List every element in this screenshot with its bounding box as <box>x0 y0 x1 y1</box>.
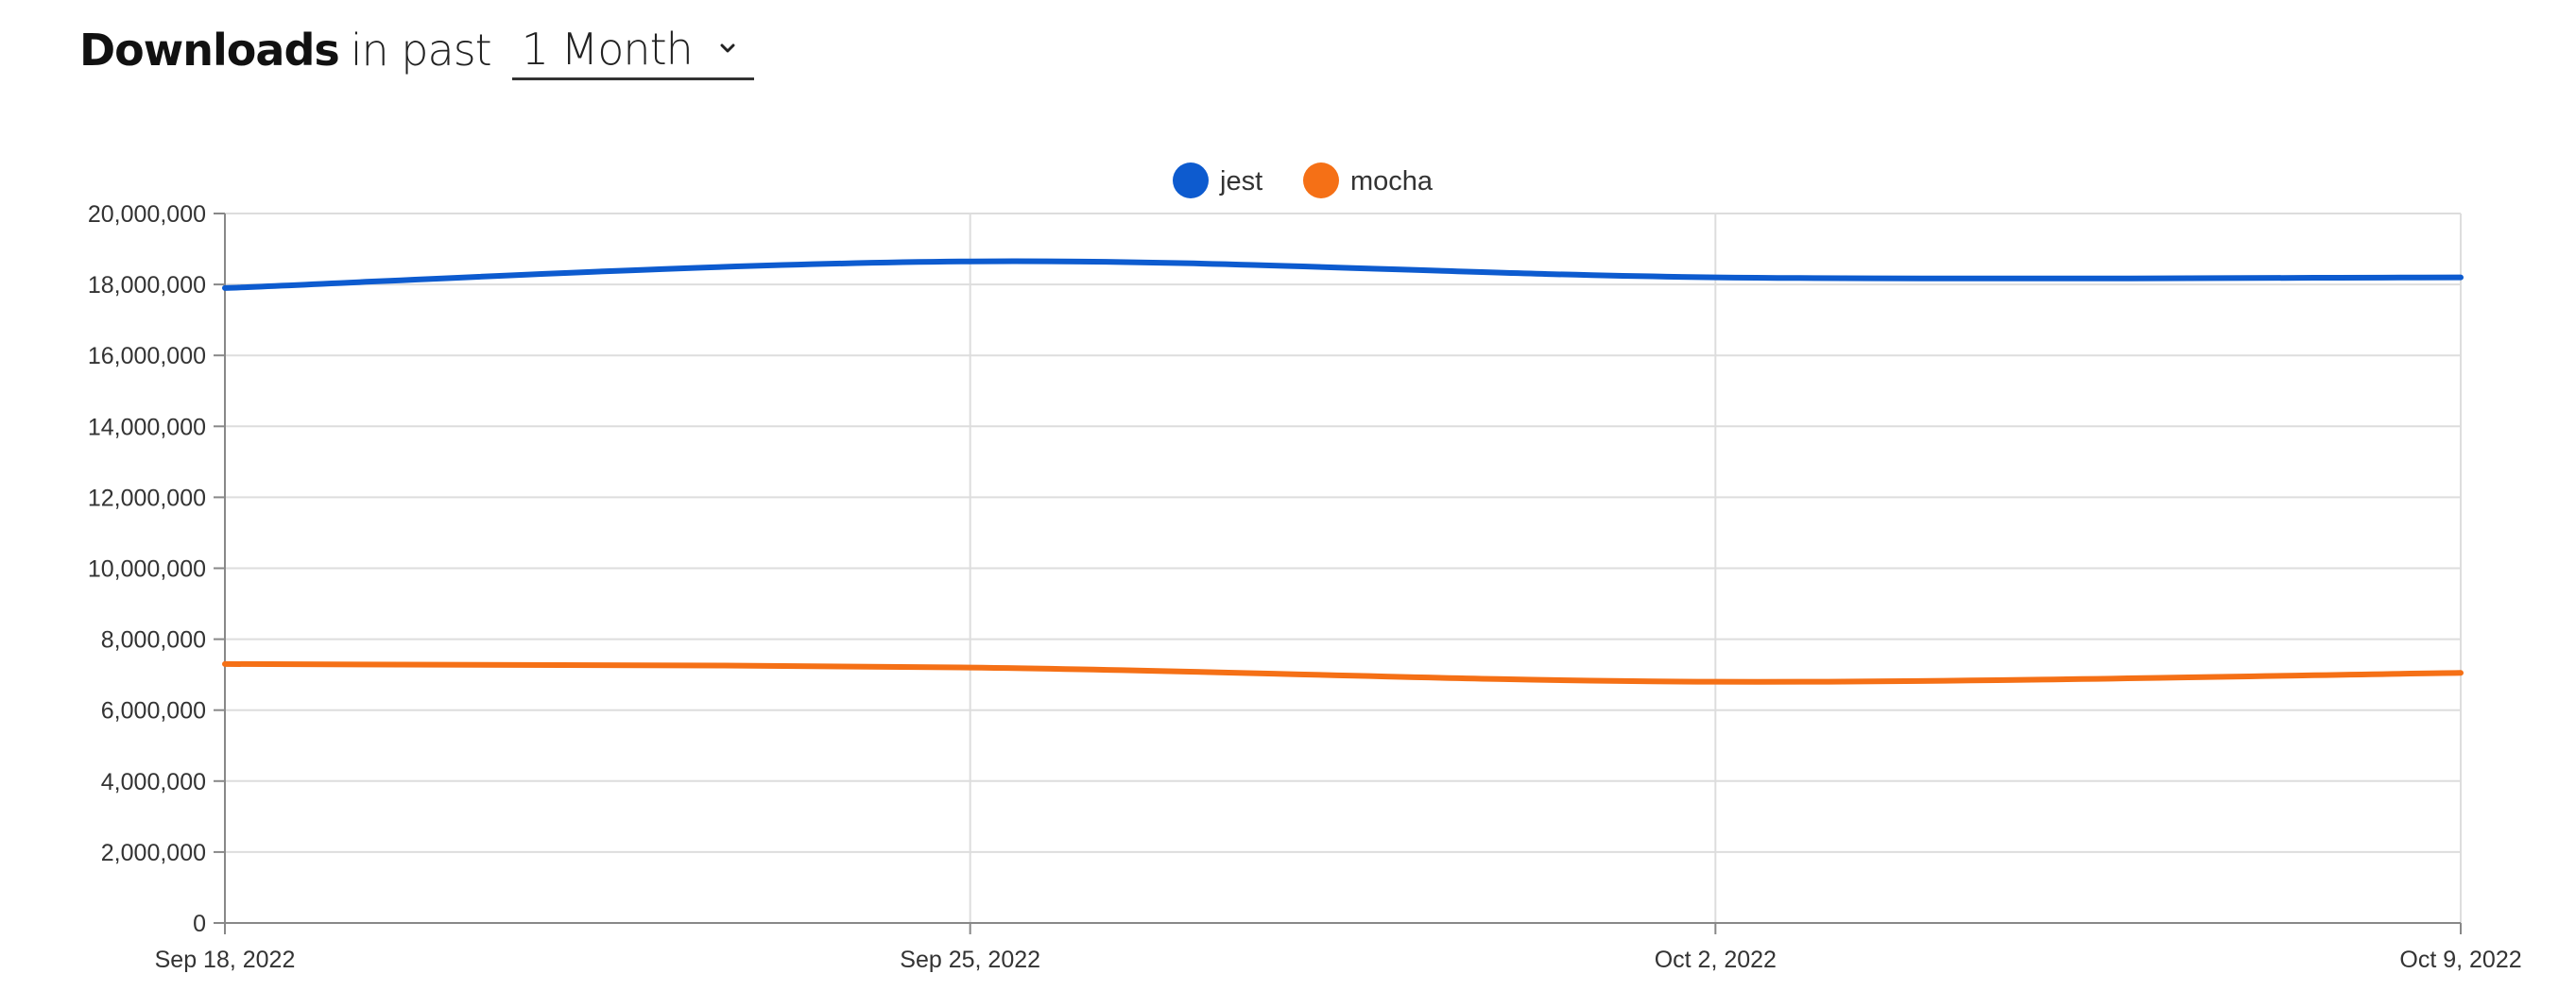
y-tick-label: 12,000,000 <box>88 485 206 511</box>
y-tick-label: 4,000,000 <box>101 769 206 795</box>
legend-swatch-jest <box>1173 162 1209 198</box>
y-tick-label: 8,000,000 <box>101 627 206 654</box>
y-tick-label: 18,000,000 <box>88 272 206 299</box>
y-tick-label: 2,000,000 <box>101 840 206 866</box>
y-tick-label: 14,000,000 <box>88 414 206 440</box>
legend-label-jest: jest <box>1219 166 1262 196</box>
y-tick-label: 0 <box>193 911 206 937</box>
legend-swatch-mocha <box>1303 162 1339 198</box>
y-tick-label: 20,000,000 <box>88 201 206 228</box>
y-tick-label: 10,000,000 <box>88 556 206 583</box>
x-tick-label: Sep 18, 2022 <box>155 947 296 973</box>
series-line-mocha <box>225 664 2461 682</box>
x-tick-label: Oct 9, 2022 <box>2399 947 2521 973</box>
legend-label-mocha: mocha <box>1350 166 1434 196</box>
x-tick-label: Sep 25, 2022 <box>900 947 1040 973</box>
x-tick-label: Oct 2, 2022 <box>1655 947 1777 973</box>
y-tick-label: 16,000,000 <box>88 343 206 369</box>
y-tick-label: 6,000,000 <box>101 698 206 725</box>
